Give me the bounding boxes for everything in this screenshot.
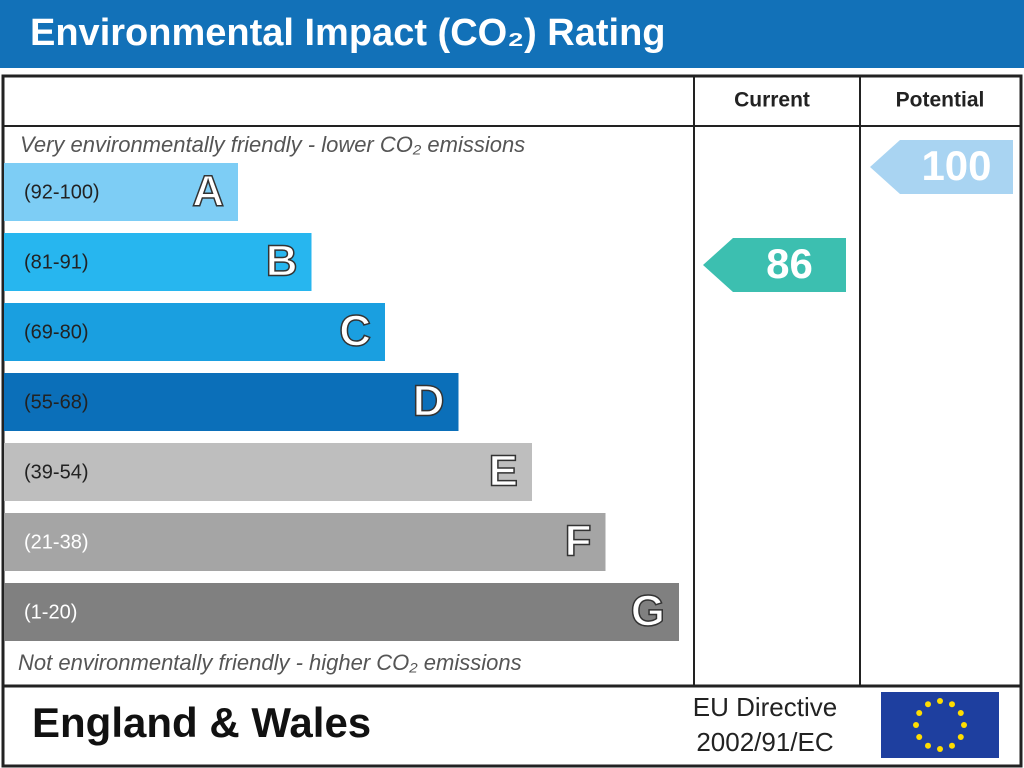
band-range: (1-20)	[24, 601, 77, 623]
band-bar	[4, 163, 238, 221]
band-bar	[4, 233, 312, 291]
frame	[1, 74, 1023, 768]
title: Environmental Impact (CO₂) Rating	[30, 12, 666, 54]
bottom-note: Not environmentally friendly - higher CO…	[18, 650, 522, 675]
band-letter: C	[339, 307, 371, 356]
band-range: (81-91)	[24, 251, 88, 273]
directive: EU Directive	[693, 692, 837, 722]
band-bar	[4, 583, 679, 641]
star	[913, 722, 919, 728]
rating-arrow	[870, 140, 1013, 194]
rating-arrow	[703, 238, 846, 292]
star	[957, 734, 964, 740]
star	[949, 701, 955, 708]
band-letter: D	[413, 377, 445, 426]
band-range: (55-68)	[24, 391, 88, 413]
country: England & Wales	[32, 699, 371, 746]
title-bar	[0, 0, 1024, 68]
star	[957, 710, 964, 716]
band-letter: A	[192, 167, 224, 216]
band-letter: G	[631, 587, 665, 636]
band-letter: F	[565, 517, 592, 566]
column-header: Potential	[896, 89, 985, 112]
star	[925, 701, 931, 708]
rating-value: 86	[766, 240, 813, 287]
star	[916, 710, 923, 716]
band-range: (21-38)	[24, 531, 88, 553]
star	[937, 746, 943, 752]
band-bar	[4, 443, 532, 501]
star	[937, 698, 943, 704]
band-bar	[4, 373, 459, 431]
top-note: Very environmentally friendly - lower CO…	[20, 132, 525, 157]
band-bar	[4, 303, 385, 361]
band-range: (39-54)	[24, 461, 88, 483]
band-range: (69-80)	[24, 321, 88, 343]
band-range: (92-100)	[24, 181, 100, 203]
star	[961, 722, 967, 728]
star	[916, 734, 923, 740]
star	[949, 742, 955, 749]
star	[925, 742, 931, 749]
band-bar	[4, 513, 606, 571]
directive-code: 2002/91/EC	[696, 727, 833, 757]
eu-stars	[913, 698, 967, 752]
column-header: Current	[734, 89, 810, 112]
band-letter: B	[266, 237, 298, 286]
rating-value: 100	[921, 142, 991, 189]
band-letter: E	[489, 447, 518, 496]
